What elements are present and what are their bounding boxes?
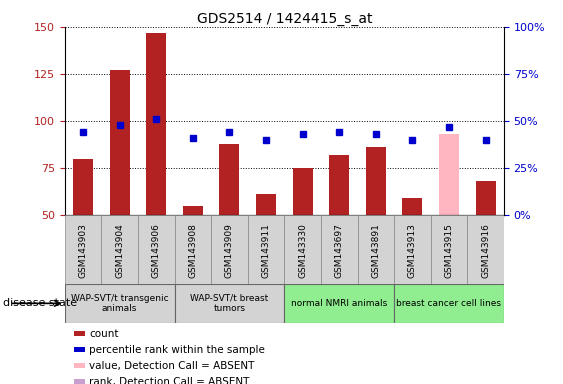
Bar bbox=[175, 284, 284, 323]
Text: normal NMRI animals: normal NMRI animals bbox=[291, 299, 387, 308]
Bar bbox=[476, 181, 495, 215]
Text: GSM143916: GSM143916 bbox=[481, 223, 490, 278]
Bar bbox=[74, 363, 84, 368]
Bar bbox=[394, 284, 504, 323]
Bar bbox=[394, 215, 431, 284]
Bar bbox=[65, 284, 175, 323]
Bar bbox=[366, 147, 386, 215]
Text: rank, Detection Call = ABSENT: rank, Detection Call = ABSENT bbox=[89, 377, 249, 384]
Bar bbox=[74, 347, 84, 352]
Text: disease state: disease state bbox=[3, 298, 77, 308]
Bar bbox=[431, 215, 467, 284]
Text: GSM143697: GSM143697 bbox=[335, 223, 343, 278]
Bar bbox=[110, 70, 129, 215]
Bar bbox=[439, 134, 459, 215]
Bar bbox=[467, 215, 504, 284]
Bar bbox=[220, 144, 239, 215]
Text: WAP-SVT/t transgenic
animals: WAP-SVT/t transgenic animals bbox=[71, 294, 168, 313]
Text: value, Detection Call = ABSENT: value, Detection Call = ABSENT bbox=[89, 361, 254, 371]
Bar bbox=[146, 33, 166, 215]
Text: count: count bbox=[89, 329, 118, 339]
Bar bbox=[211, 215, 248, 284]
Bar bbox=[329, 155, 349, 215]
Text: GSM143891: GSM143891 bbox=[372, 223, 380, 278]
Text: WAP-SVT/t breast
tumors: WAP-SVT/t breast tumors bbox=[190, 294, 269, 313]
Text: GSM143915: GSM143915 bbox=[445, 223, 453, 278]
Bar bbox=[403, 198, 422, 215]
Bar bbox=[138, 215, 175, 284]
Bar bbox=[74, 379, 84, 384]
Text: GSM143913: GSM143913 bbox=[408, 223, 417, 278]
Bar bbox=[74, 331, 84, 336]
Bar bbox=[358, 215, 394, 284]
Text: GSM143330: GSM143330 bbox=[298, 223, 307, 278]
Text: GSM143911: GSM143911 bbox=[262, 223, 270, 278]
Bar bbox=[183, 206, 203, 215]
Bar bbox=[284, 284, 394, 323]
Text: GSM143906: GSM143906 bbox=[152, 223, 160, 278]
Text: breast cancer cell lines: breast cancer cell lines bbox=[396, 299, 502, 308]
Bar bbox=[101, 215, 138, 284]
Bar bbox=[65, 215, 101, 284]
Bar bbox=[256, 194, 276, 215]
Text: GSM143908: GSM143908 bbox=[189, 223, 197, 278]
Bar bbox=[321, 215, 358, 284]
Bar bbox=[284, 215, 321, 284]
Text: GSM143909: GSM143909 bbox=[225, 223, 234, 278]
Text: percentile rank within the sample: percentile rank within the sample bbox=[89, 344, 265, 354]
Bar bbox=[175, 215, 211, 284]
Text: GSM143904: GSM143904 bbox=[115, 223, 124, 278]
Bar bbox=[293, 168, 312, 215]
Bar bbox=[73, 159, 93, 215]
Text: GSM143903: GSM143903 bbox=[79, 223, 87, 278]
Title: GDS2514 / 1424415_s_at: GDS2514 / 1424415_s_at bbox=[196, 12, 372, 26]
Bar bbox=[248, 215, 284, 284]
